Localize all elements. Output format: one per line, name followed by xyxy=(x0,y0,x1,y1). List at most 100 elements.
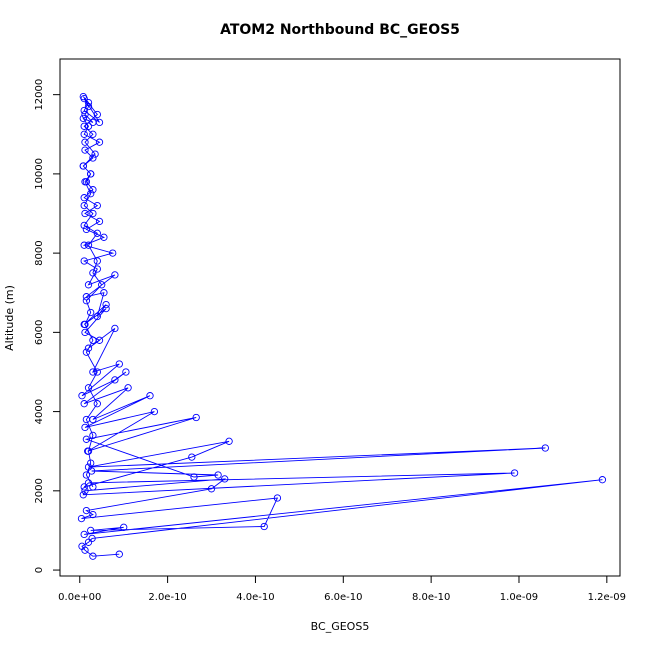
data-point xyxy=(81,138,89,146)
data-point xyxy=(93,368,101,376)
data-point xyxy=(89,483,97,491)
y-tick-label: 8000 xyxy=(34,240,45,265)
data-point xyxy=(89,336,97,344)
data-point xyxy=(84,102,93,111)
x-tick-label: 1.0e-09 xyxy=(500,592,538,603)
data-point xyxy=(122,368,130,376)
data-point xyxy=(188,453,196,461)
data-point xyxy=(82,225,91,234)
data-point xyxy=(89,431,97,440)
data-point xyxy=(93,229,101,237)
data-point xyxy=(510,469,519,477)
data-point xyxy=(81,209,89,218)
plot-frame xyxy=(59,58,621,577)
data-point xyxy=(111,376,119,384)
data-point xyxy=(81,320,89,329)
data-point xyxy=(93,265,101,273)
data-point xyxy=(80,106,88,115)
data-point xyxy=(84,538,93,546)
data-point xyxy=(207,485,216,493)
data-point xyxy=(89,154,97,162)
data-point xyxy=(115,550,123,558)
data-point xyxy=(93,110,101,119)
data-point xyxy=(82,348,91,356)
data-point xyxy=(91,150,99,158)
data-point xyxy=(82,435,91,443)
data-point xyxy=(87,526,95,535)
data-point xyxy=(214,471,222,479)
data-point xyxy=(84,281,93,289)
data-point xyxy=(81,328,89,337)
data-point xyxy=(79,92,87,101)
chart-title: ATOM2 Northbound BC_GEOS5 xyxy=(220,22,460,38)
data-point xyxy=(95,118,104,127)
data-point xyxy=(150,407,159,416)
x-tick-label: 4.0e-10 xyxy=(236,592,274,603)
data-point xyxy=(115,360,123,368)
y-tick-label: 0 xyxy=(34,567,45,573)
data-point xyxy=(84,479,93,487)
data-point xyxy=(93,400,101,408)
data-point xyxy=(87,190,95,198)
data-point xyxy=(98,281,106,289)
x-axis: 0.0e+00 2.0e-10 4.0e-10 6.0e-10 8.0e-10 1.0e-… xyxy=(58,575,626,603)
data-point xyxy=(100,289,108,297)
series-layer xyxy=(77,92,607,560)
data-point xyxy=(80,530,88,539)
data-point xyxy=(87,467,96,475)
data-point xyxy=(81,423,89,432)
y-axis: 0 2000 4000 6000 8000 10000 12000 xyxy=(34,79,61,573)
data-point xyxy=(93,257,101,265)
data-point xyxy=(88,534,96,543)
data-point xyxy=(102,300,110,309)
data-point xyxy=(84,344,93,352)
y-tick-label: 6000 xyxy=(34,320,45,345)
data-point xyxy=(109,249,117,257)
data-point xyxy=(87,459,95,467)
data-point xyxy=(120,523,128,531)
x-tick-label: 8.0e-10 xyxy=(412,592,450,603)
data-point xyxy=(79,162,87,170)
data-point xyxy=(81,178,89,186)
data-point xyxy=(89,269,97,277)
data-point xyxy=(81,487,89,495)
data-point xyxy=(89,552,97,560)
y-tick-label: 12000 xyxy=(34,79,45,111)
data-point xyxy=(79,491,87,499)
data-point xyxy=(100,233,108,241)
data-point xyxy=(84,241,93,249)
data-point xyxy=(82,415,91,424)
data-point xyxy=(80,483,88,491)
y-tick-label: 10000 xyxy=(34,158,45,190)
data-point xyxy=(80,400,88,408)
data-point xyxy=(81,110,89,119)
data-point xyxy=(84,122,93,130)
data-point xyxy=(89,186,97,194)
series-line xyxy=(81,96,603,557)
data-point xyxy=(80,194,88,202)
data-point xyxy=(82,471,91,479)
data-point xyxy=(84,447,93,455)
data-point xyxy=(260,522,268,531)
data-point xyxy=(225,437,233,445)
x-tick-label: 0.0e+00 xyxy=(58,592,101,603)
data-point xyxy=(111,271,119,279)
data-point xyxy=(82,293,91,301)
data-point xyxy=(78,392,86,400)
x-tick-label: 2.0e-10 xyxy=(148,592,186,603)
x-tick-label: 6.0e-10 xyxy=(324,592,362,603)
x-axis-label: BC_GEOS5 xyxy=(311,620,370,633)
x-tick-label: 1.2e-09 xyxy=(588,592,626,603)
data-point xyxy=(80,257,88,265)
data-point xyxy=(80,241,88,249)
data-point xyxy=(541,444,549,452)
data-point xyxy=(81,146,89,154)
data-point xyxy=(89,209,97,218)
data-point xyxy=(221,475,229,483)
data-point xyxy=(95,217,104,226)
data-point xyxy=(79,114,87,123)
data-point xyxy=(82,506,91,515)
data-point xyxy=(80,221,88,230)
data-point xyxy=(87,170,95,178)
